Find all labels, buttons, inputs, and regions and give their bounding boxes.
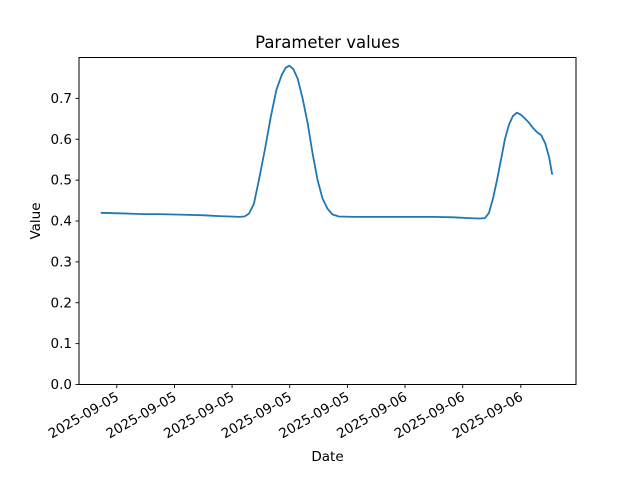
y-tick-label: 0.1 [51,336,72,352]
x-axis-label: Date [311,449,344,465]
y-tick-label: 0.6 [51,132,72,148]
y-tick-label: 0.3 [51,254,72,270]
y-tick-label: 0.4 [51,214,72,230]
y-tick-label: 0.2 [51,295,72,311]
y-tick-label: 0.7 [51,91,72,107]
y-tick-label: 0.0 [51,377,72,393]
y-tick-label: 0.5 [51,173,72,189]
chart-title: Parameter values [255,33,400,52]
axes-spines [78,57,577,385]
y-axis-label: Value [28,202,44,240]
series-line-parameter-values [100,64,553,220]
